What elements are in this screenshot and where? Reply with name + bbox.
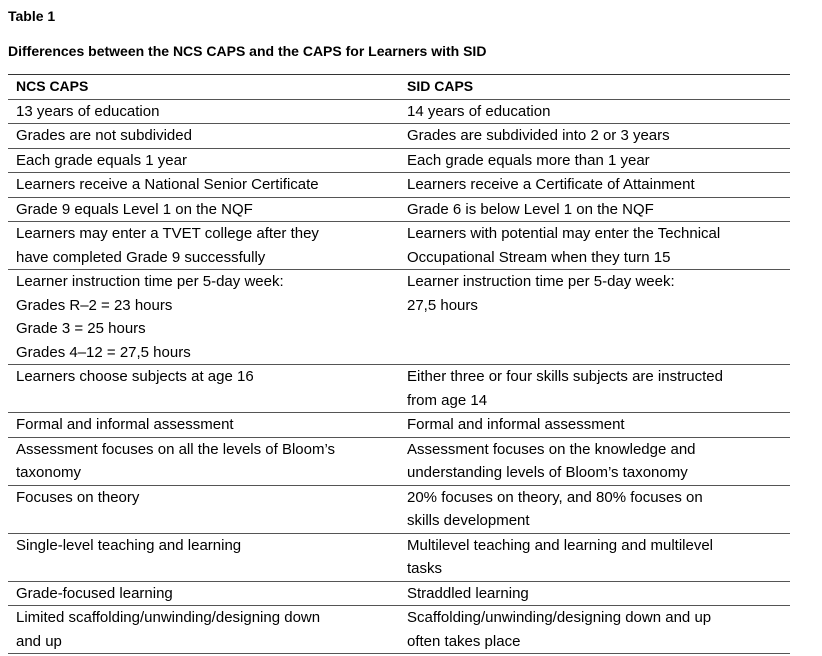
- table-cell: Learners receive a National Senior Certi…: [8, 172, 399, 198]
- cell-line: from age 14: [407, 391, 488, 409]
- cell-line: Learners with potential may enter the Te…: [407, 225, 721, 242]
- cell-line: Learners choose subjects at age 16: [16, 368, 254, 385]
- cell-line: Learner instruction time per 5-day week:: [16, 273, 284, 290]
- cell-line: 27,5 hours: [407, 296, 478, 314]
- cell-line: and up: [16, 632, 62, 650]
- table-row: Assessment focuses on all the levels of …: [8, 437, 790, 486]
- table-cell: Grade 6 is below Level 1 on the NQF: [399, 197, 790, 222]
- table-cell: Grades are not subdivided: [8, 123, 399, 149]
- table-cell: Learners may enter a TVET college after …: [8, 221, 399, 270]
- cell-line: Grade 3 = 25 hours: [16, 320, 146, 337]
- cell-line: understanding levels of Bloom’s taxonomy: [407, 464, 688, 481]
- table-row: Learner instruction time per 5-day week:…: [8, 269, 790, 365]
- cell-line: Grades 4–12 = 27,5 hours: [16, 343, 191, 361]
- cell-line: Each grade equals more than 1 year: [407, 151, 650, 169]
- table-cell: Single-level teaching and learning: [8, 533, 399, 582]
- cell-line: Grade 6 is below Level 1 on the NQF: [407, 200, 654, 218]
- table-row: 13 years of education 14 years of educati…: [8, 99, 790, 124]
- header-row: NCS CAPS SID CAPS: [8, 74, 790, 100]
- table-row: Each grade equals 1 year Each grade equal…: [8, 148, 790, 173]
- cell-line: Grade-focused learning: [16, 584, 173, 602]
- table-cell: Grade 9 equals Level 1 on the NQF: [8, 197, 399, 222]
- table-cell: Each grade equals 1 year: [8, 148, 399, 173]
- table-cell: Focuses on theory: [8, 485, 399, 534]
- table-cell: Scaffolding/unwinding/designing down and…: [399, 605, 790, 654]
- table-cell: Multilevel teaching and learning and mul…: [399, 533, 790, 582]
- table-cell: Grades are subdivided into 2 or 3 years: [399, 123, 790, 149]
- table-body: 13 years of education 14 years of educati…: [8, 99, 790, 654]
- table-row: Learners receive a National Senior Certi…: [8, 172, 790, 198]
- cell-line: 14 years of education: [407, 102, 551, 120]
- cell-line: Limited scaffolding/unwinding/designing …: [16, 609, 321, 626]
- table-row: Grade 9 equals Level 1 on the NQF Grade 6…: [8, 197, 790, 222]
- table-row: Grades are not subdivided Grades are subd…: [8, 123, 790, 149]
- cell-line: Occupational Stream when they turn 15: [407, 248, 671, 266]
- cell-line: Single-level teaching and learning: [16, 536, 242, 554]
- table-cell: Straddled learning: [399, 581, 790, 606]
- table-cell: Learners choose subjects at age 16: [8, 364, 399, 413]
- table-cell: Formal and informal assessment: [8, 412, 399, 438]
- cell-line: tasks: [407, 560, 443, 577]
- table-row: Grade-focused learning Straddled learning: [8, 581, 790, 606]
- cell-line: skills development: [407, 512, 530, 529]
- cell-line: taxonomy: [16, 464, 82, 481]
- table-cell: Limited scaffolding/unwinding/designing …: [8, 605, 399, 654]
- column-header: NCS CAPS: [8, 74, 399, 100]
- table-row: Learners choose subjects at age 16 Either…: [8, 364, 790, 413]
- cell-line: Learners receive a Certificate of Attain…: [407, 176, 695, 193]
- cell-line: Assessment focuses on all the levels of …: [16, 440, 336, 458]
- table-row: Limited scaffolding/unwinding/designing …: [8, 605, 790, 654]
- cell-line: 13 years of education: [16, 102, 160, 120]
- cell-line: often takes place: [407, 632, 521, 650]
- table-row: Single-level teaching and learning Multil…: [8, 533, 790, 582]
- cell-line: Formal and informal assessment: [16, 416, 234, 433]
- table-row: Formal and informal assessment Formal and…: [8, 412, 790, 438]
- cell-line: Grades are not subdivided: [16, 127, 192, 144]
- table-row: Learners may enter a TVET college after …: [8, 221, 790, 270]
- column-header: SID CAPS: [399, 74, 790, 100]
- cell-line: Learners may enter a TVET college after …: [16, 225, 319, 242]
- table-cell: Learner instruction time per 5-day week:…: [399, 269, 790, 365]
- comparison-table: NCS CAPS SID CAPS 13 years of education 14…: [8, 74, 790, 654]
- cell-line: 20% focuses on theory, and 80% focuses o…: [407, 488, 703, 506]
- table-cell: Learners with potential may enter the Te…: [399, 221, 790, 270]
- cell-line: Focuses on theory: [16, 488, 140, 506]
- cell-line: Learner instruction time per 5-day week:: [407, 273, 675, 290]
- cell-line: Multilevel teaching and learning and mul…: [407, 536, 714, 554]
- table-cell: Assessment focuses on the knowledge and u…: [399, 437, 790, 486]
- cell-line: Straddled learning: [407, 584, 529, 602]
- table-cell: Assessment focuses on all the levels of …: [8, 437, 399, 486]
- table-cell: 14 years of education: [399, 99, 790, 124]
- table-cell: Learner instruction time per 5-day week:…: [8, 269, 399, 365]
- table-cell: Formal and informal assessment: [399, 412, 790, 438]
- cell-line: Grades R–2 = 23 hours: [16, 296, 173, 314]
- table-cell: Grade-focused learning: [8, 581, 399, 606]
- cell-line: Assessment focuses on the knowledge and: [407, 440, 696, 458]
- table-cell: Learners receive a Certificate of Attain…: [399, 172, 790, 198]
- table-label: Table 1: [8, 8, 56, 24]
- table-cell: Either three or four skills subjects are…: [399, 364, 790, 413]
- table-cell: 13 years of education: [8, 99, 399, 124]
- table-cell: Each grade equals more than 1 year: [399, 148, 790, 173]
- cell-line: Grade 9 equals Level 1 on the NQF: [16, 200, 253, 218]
- table-title: Differences between the NCS CAPS and the…: [8, 43, 487, 59]
- cell-line: Learners receive a National Senior Certi…: [16, 176, 319, 193]
- cell-line: Grades are subdivided into 2 or 3 years: [407, 127, 670, 144]
- table-row: Focuses on theory 20% focuses on theory, …: [8, 485, 790, 534]
- cell-line: Scaffolding/unwinding/designing down and…: [407, 609, 712, 626]
- table-cell: 20% focuses on theory, and 80% focuses o…: [399, 485, 790, 534]
- cell-line: Formal and informal assessment: [407, 416, 625, 433]
- cell-line: Each grade equals 1 year: [16, 151, 187, 169]
- cell-line: Either three or four skills subjects are…: [407, 368, 723, 385]
- cell-line: have completed Grade 9 successfully: [16, 248, 266, 266]
